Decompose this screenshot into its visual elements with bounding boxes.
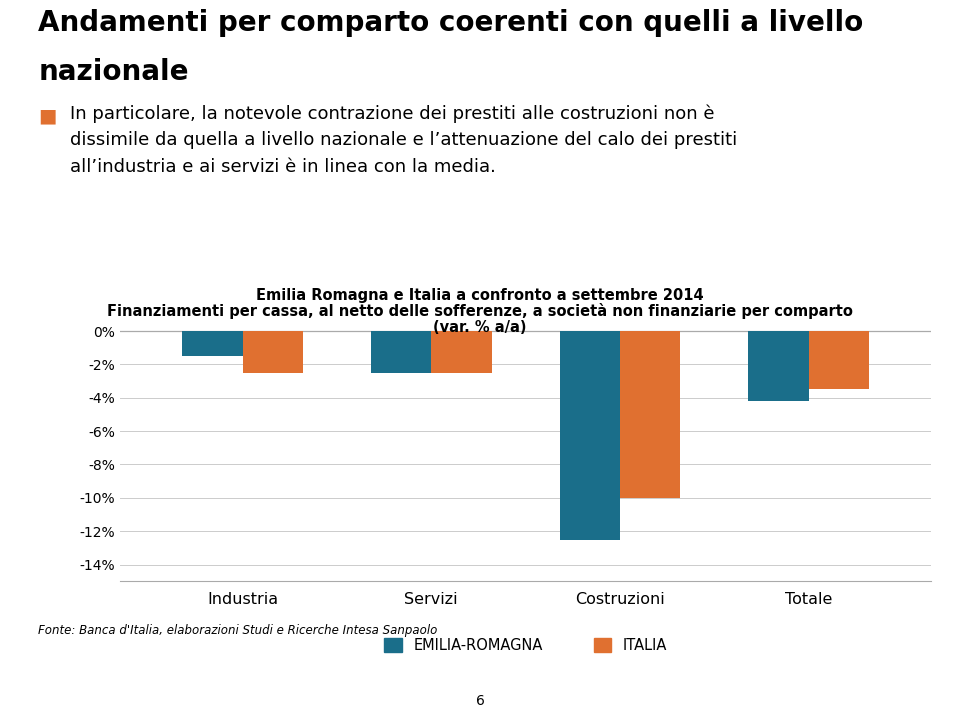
Bar (243, 331, 303, 373)
Text: Fonte: Banca d'Italia, elaborazioni Studi e Ricerche Intesa Sanpaolo: Fonte: Banca d'Italia, elaborazioni Stud… (38, 624, 438, 637)
Legend: EMILIA-ROMAGNA, ITALIA: EMILIA-ROMAGNA, ITALIA (384, 638, 667, 653)
Text: Finanziamenti per cassa, al netto delle sofferenze, a società non finanziarie pe: Finanziamenti per cassa, al netto delle … (108, 303, 852, 319)
Text: dissimile da quella a livello nazionale e l’attenuazione del calo dei prestiti: dissimile da quella a livello nazionale … (70, 131, 737, 149)
Text: In particolare, la notevole contrazione dei prestiti alle costruzioni non è: In particolare, la notevole contrazione … (70, 105, 714, 123)
Text: Andamenti per comparto coerenti con quelli a livello: Andamenti per comparto coerenti con quel… (38, 9, 864, 38)
Text: 6: 6 (475, 694, 485, 708)
Bar (620, 331, 681, 497)
Bar (371, 331, 431, 373)
Text: ■: ■ (38, 107, 57, 126)
Bar (431, 331, 492, 373)
Text: Emilia Romagna e Italia a confronto a settembre 2014: Emilia Romagna e Italia a confronto a se… (256, 288, 704, 303)
Bar (182, 331, 243, 356)
Text: (var. % a/a): (var. % a/a) (433, 320, 527, 335)
Bar (560, 331, 620, 539)
Text: all’industria e ai servizi è in linea con la media.: all’industria e ai servizi è in linea co… (70, 158, 496, 176)
Bar (808, 331, 869, 389)
Text: nazionale: nazionale (38, 58, 189, 86)
Bar (748, 331, 808, 401)
